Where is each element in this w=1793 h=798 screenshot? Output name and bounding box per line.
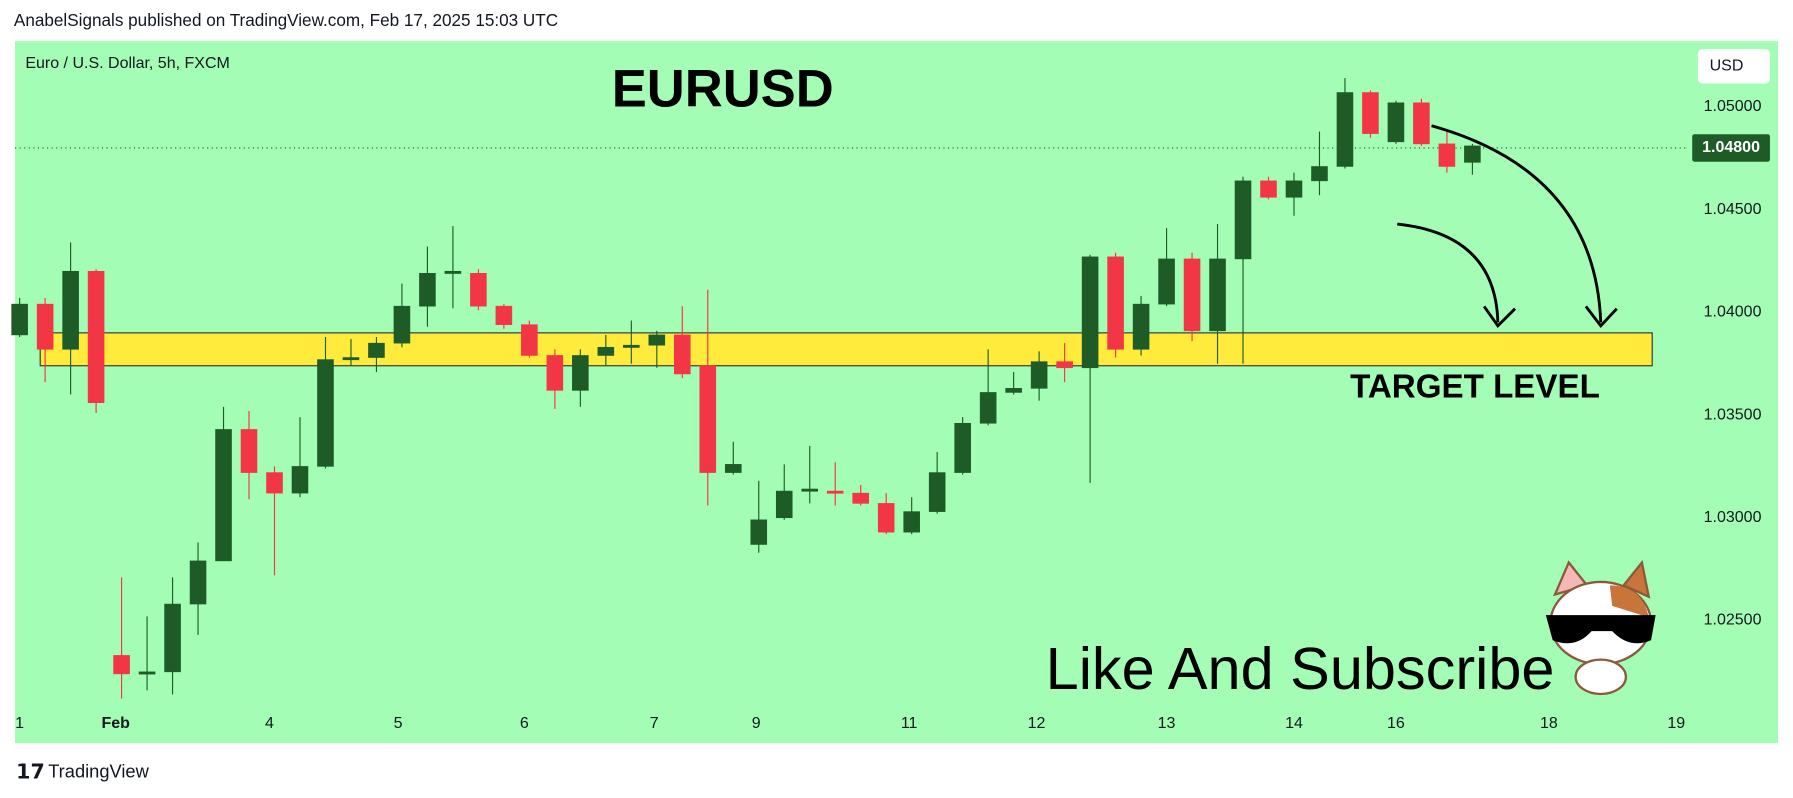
candle-body <box>826 490 844 494</box>
candle-body <box>1107 256 1124 350</box>
x-tick-label: 11 <box>901 715 918 732</box>
candle-body <box>36 303 54 350</box>
candle-body <box>1387 102 1405 143</box>
candle-body <box>597 346 615 356</box>
candle-body <box>648 334 666 346</box>
y-tick-label: 1.03500 <box>1704 406 1762 423</box>
candle-body <box>1132 303 1150 350</box>
candle-body <box>1158 258 1175 305</box>
candle-body <box>724 464 742 473</box>
candle-body <box>1183 258 1201 332</box>
logo-mark: 𝟭𝟳 <box>16 760 45 783</box>
candle-body <box>1311 166 1328 182</box>
candle-body <box>87 270 105 404</box>
candle-body <box>342 357 360 361</box>
arrow <box>1431 124 1603 323</box>
candle-body <box>1438 143 1456 167</box>
candle-body <box>419 273 436 307</box>
currency: USD <box>1710 58 1744 75</box>
candle-body <box>928 472 946 512</box>
candle-body <box>138 671 156 675</box>
candle-body <box>852 492 869 504</box>
y-tick-label: 1.04500 <box>1704 201 1762 218</box>
candle-body <box>1056 361 1073 369</box>
x-tick-label: 6 <box>520 715 529 732</box>
header: AnabelSignals published on TradingView.c… <box>14 10 558 30</box>
x-tick-label: 1 <box>15 715 24 732</box>
candle-body <box>215 429 232 562</box>
target-zone <box>39 332 1653 367</box>
cat-sticker <box>1545 559 1656 696</box>
candle-body <box>444 270 462 274</box>
x-tick-label: 19 <box>1667 715 1685 732</box>
last-price-box <box>1692 134 1770 162</box>
x-tick-label: 18 <box>1540 715 1558 732</box>
y-tick-label: 1.05000 <box>1704 98 1762 115</box>
candle-body <box>291 466 309 494</box>
y-tick-label: 1.03000 <box>1704 509 1762 526</box>
chart-background <box>15 41 1778 744</box>
candle-body <box>1413 102 1430 145</box>
candle-body <box>113 655 130 675</box>
candle-body <box>1030 361 1048 389</box>
x-tick-label: 4 <box>265 715 274 732</box>
candle-body <box>623 344 640 348</box>
candle-body <box>521 324 538 356</box>
candle-body <box>1362 92 1379 134</box>
candle-body <box>470 273 487 307</box>
candle-body <box>266 472 283 494</box>
candle-body <box>62 270 79 350</box>
candle-body <box>572 355 589 391</box>
candle-body <box>699 365 717 473</box>
candle-body <box>801 488 819 492</box>
candle-body <box>240 429 258 473</box>
currency-box <box>1697 49 1770 84</box>
candle-body <box>775 490 793 519</box>
x-tick-label: 16 <box>1387 715 1405 732</box>
footer: TradingView <box>48 761 149 782</box>
candle-body <box>1234 180 1252 260</box>
candle-body <box>903 511 920 533</box>
annotation: Like And Subscribe <box>1046 635 1555 702</box>
chart-title: EURUSD <box>612 59 834 118</box>
last-price-label: 1.04800 <box>1702 139 1760 156</box>
arrow-head <box>1482 305 1517 329</box>
candle-body <box>1464 145 1481 163</box>
candle-body <box>1005 388 1022 393</box>
candle-body <box>674 334 691 375</box>
x-tick-label: 12 <box>1028 715 1046 732</box>
candle-body <box>1260 180 1277 198</box>
candle-body <box>189 560 207 605</box>
x-tick-label: 13 <box>1158 715 1176 732</box>
candle-body <box>877 503 895 533</box>
x-tick-label: 7 <box>650 715 659 732</box>
candle-body <box>750 519 768 545</box>
candle-body <box>979 392 997 424</box>
target-label: TARGET LEVEL <box>1350 368 1600 405</box>
candle-body <box>164 603 181 673</box>
y-tick-label: 1.02500 <box>1704 612 1762 629</box>
x-tick-label: Feb <box>101 715 130 732</box>
arrow-head <box>1584 305 1618 329</box>
x-tick-label: 9 <box>752 715 761 732</box>
candle-body <box>393 305 411 344</box>
candle-body <box>368 342 385 358</box>
candle-body <box>1285 180 1303 198</box>
arrow <box>1397 222 1500 323</box>
candle-body <box>11 303 28 336</box>
candle-body <box>1336 92 1354 167</box>
symbol: Euro / U.S. Dollar, 5h, FXCM <box>25 55 230 72</box>
x-tick-label: 14 <box>1285 715 1303 732</box>
x-tick-label: 5 <box>394 715 403 732</box>
candle-body <box>954 422 971 473</box>
y-tick-label: 1.04000 <box>1704 304 1762 321</box>
candle-body <box>495 305 513 325</box>
candle-body <box>1209 258 1226 332</box>
candle-body <box>1081 256 1099 369</box>
candle-body <box>546 355 564 391</box>
candle-body <box>317 359 334 467</box>
